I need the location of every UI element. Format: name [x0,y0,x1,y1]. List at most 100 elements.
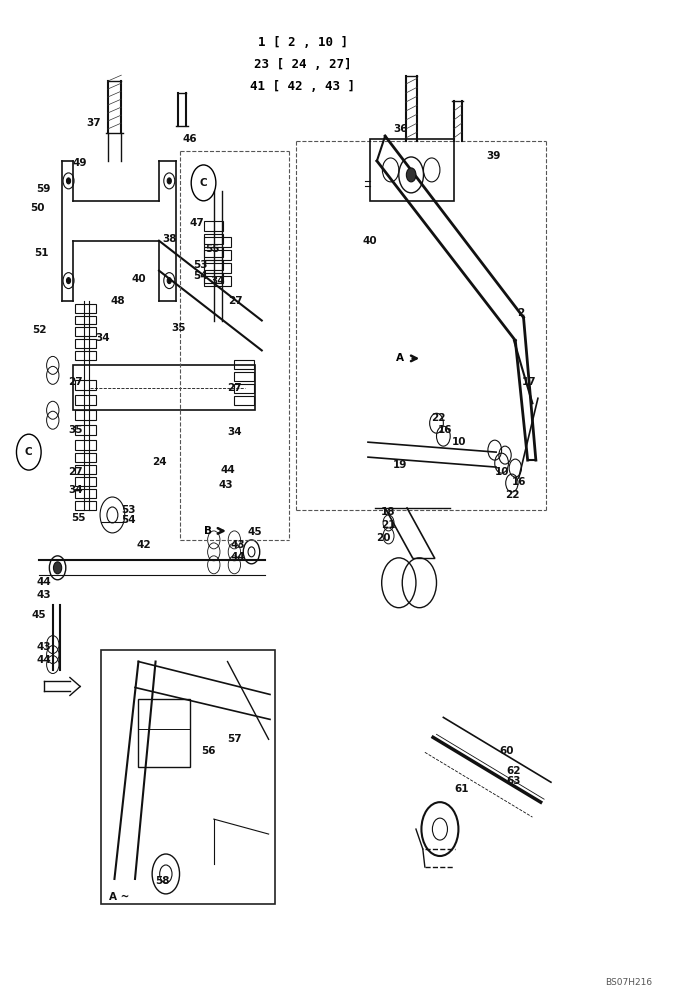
Text: 57: 57 [227,734,241,744]
Text: 54: 54 [193,271,207,281]
Text: C: C [25,447,32,457]
Bar [235,372,254,381]
Text: C: C [200,178,207,188]
Circle shape [407,168,416,182]
Bar [76,351,96,360]
Bar [204,273,223,283]
Text: 43: 43 [36,590,51,600]
Text: B: B [204,526,213,536]
Text: 60: 60 [500,746,515,756]
Text: 35: 35 [171,323,186,333]
Text: 18: 18 [381,507,396,517]
Text: 53: 53 [121,505,136,515]
Text: 27: 27 [68,377,83,387]
Bar [76,489,96,498]
Bar [204,276,231,286]
Bar [74,365,255,410]
Text: 34: 34 [96,333,110,343]
Text: 44: 44 [220,465,235,475]
Text: 52: 52 [32,325,46,335]
Text: 55: 55 [205,244,219,254]
Text: 44: 44 [36,655,51,665]
Text: 43: 43 [219,480,233,490]
Bar [204,221,223,231]
Circle shape [54,562,62,574]
Text: 46: 46 [182,134,197,144]
Text: 58: 58 [155,876,170,886]
Bar [76,395,96,405]
Text: 34: 34 [68,485,83,495]
Text: 10: 10 [452,437,466,447]
Text: 49: 49 [73,158,87,168]
Text: 22: 22 [431,413,446,423]
Circle shape [167,278,171,284]
Text: 41 [ 42 , 43 ]: 41 [ 42 , 43 ] [250,80,356,93]
Bar [138,699,190,767]
Bar [76,316,96,324]
Bar [370,139,453,201]
Text: 45: 45 [32,610,46,620]
Text: 43: 43 [230,540,245,550]
Bar [204,263,231,273]
Bar [235,396,254,405]
Text: 2: 2 [517,308,524,318]
Text: 36: 36 [393,124,407,134]
Text: 38: 38 [162,234,177,244]
Text: 51: 51 [34,248,48,258]
Text: 34: 34 [210,276,224,286]
Text: 40: 40 [363,236,377,246]
Text: 16: 16 [511,477,526,487]
Bar [76,410,96,420]
Text: 54: 54 [121,515,136,525]
Text: 45: 45 [248,527,262,537]
Text: 44: 44 [230,552,245,562]
Text: 63: 63 [506,776,522,786]
Text: 1 [ 2 , 10 ]: 1 [ 2 , 10 ] [258,36,348,49]
Text: 42: 42 [137,540,151,550]
Bar [76,304,96,313]
Bar [76,501,96,510]
Bar [76,339,96,348]
Text: 16: 16 [438,425,453,435]
Text: A: A [396,353,404,363]
Text: 47: 47 [190,218,205,228]
Bar [204,234,223,244]
Text: 61: 61 [455,784,469,794]
Bar [76,453,96,462]
Text: 27: 27 [227,383,241,393]
Text: 17: 17 [522,377,537,387]
Circle shape [167,178,171,184]
Text: 24: 24 [151,457,166,467]
Bar [76,465,96,474]
Bar [76,327,96,336]
Bar [100,650,275,904]
Text: 44: 44 [36,577,51,587]
Text: 19: 19 [393,460,407,470]
Bar [235,360,254,369]
Text: A ~: A ~ [109,892,129,902]
Text: 34: 34 [227,427,241,437]
Bar [204,237,231,247]
Text: 27: 27 [68,467,83,477]
Bar [76,477,96,486]
Text: 35: 35 [68,425,83,435]
Text: 43: 43 [36,642,51,652]
Text: 39: 39 [486,151,501,161]
Bar [76,425,96,435]
Bar [76,380,96,390]
Text: 22: 22 [504,490,519,500]
Text: 59: 59 [36,184,51,194]
Bar [76,440,96,450]
Circle shape [67,278,71,284]
Text: 23 [ 24 , 27]: 23 [ 24 , 27] [254,58,352,71]
Text: 50: 50 [30,203,44,213]
Text: 53: 53 [193,260,207,270]
Text: 40: 40 [131,274,146,284]
Bar [235,384,254,393]
Bar [204,247,223,257]
Text: 21: 21 [381,520,396,530]
Text: BS07H216: BS07H216 [605,978,652,987]
Text: 10: 10 [495,467,509,477]
Text: 37: 37 [87,118,101,128]
Text: 62: 62 [506,766,522,776]
